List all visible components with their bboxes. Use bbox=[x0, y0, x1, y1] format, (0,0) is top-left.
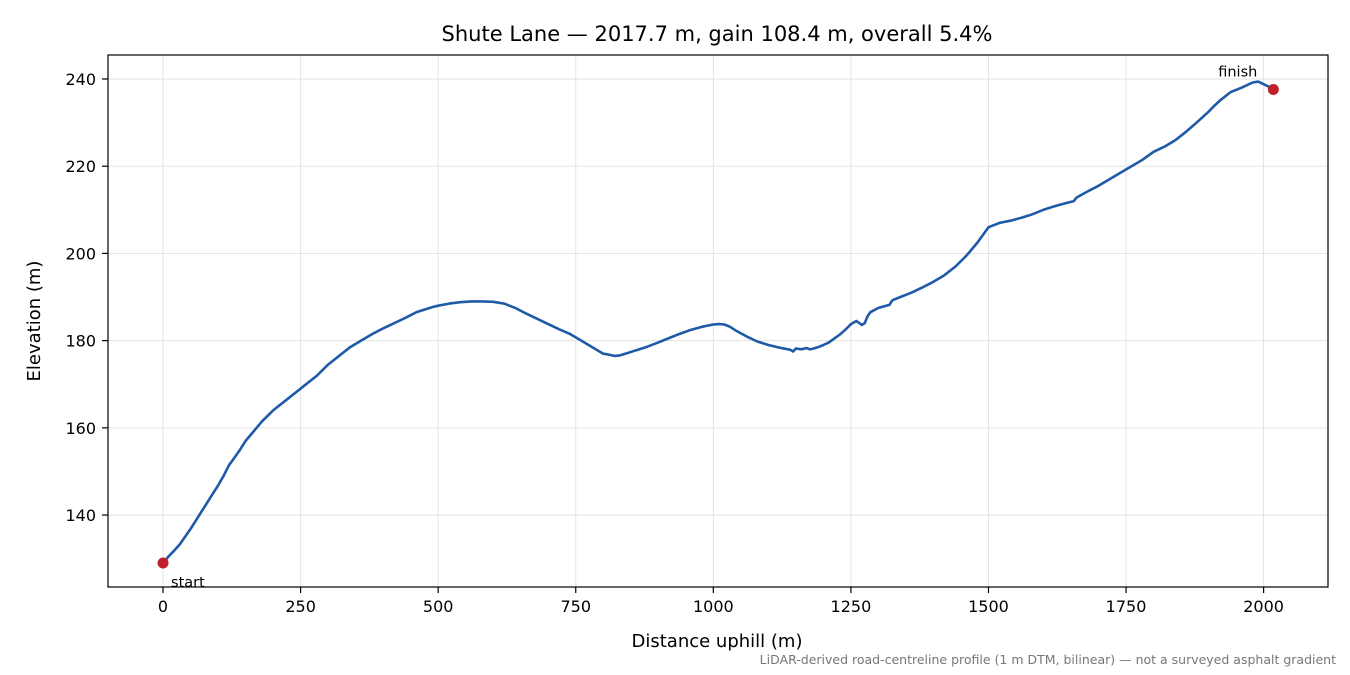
x-tick-label: 1250 bbox=[831, 597, 872, 616]
marker-layer: start finish bbox=[157, 64, 1279, 591]
y-tick-label: 240 bbox=[65, 70, 96, 89]
axis-ticks: 0 250 500 750 1000 1250 1500 1750 2000 140 160 180 2… bbox=[65, 70, 1284, 616]
y-tick-label: 200 bbox=[65, 244, 96, 263]
y-tick-label: 220 bbox=[65, 157, 96, 176]
y-tick-label: 160 bbox=[65, 419, 96, 438]
x-tick-label: 750 bbox=[560, 597, 591, 616]
y-axis-label: Elevation (m) bbox=[24, 261, 45, 382]
start-point-marker bbox=[157, 557, 169, 569]
x-tick-label: 500 bbox=[423, 597, 454, 616]
y-tick-label: 180 bbox=[65, 332, 96, 351]
series-layer bbox=[161, 80, 1275, 565]
plot-area-frame bbox=[107, 54, 1329, 588]
chart-title: Shute Lane — 2017.7 m, gain 108.4 m, ove… bbox=[442, 22, 993, 46]
start-annotation-label: start bbox=[171, 575, 205, 591]
elevation-series-line bbox=[161, 80, 1275, 565]
x-tick-label: 2000 bbox=[1243, 597, 1284, 616]
x-tick-label: 1500 bbox=[968, 597, 1009, 616]
finish-point-marker bbox=[1267, 83, 1279, 95]
y-tick-label: 140 bbox=[65, 506, 96, 525]
x-axis-label: Distance uphill (m) bbox=[632, 631, 803, 652]
x-tick-label: 0 bbox=[158, 597, 168, 616]
grid-lines bbox=[108, 55, 1328, 587]
x-tick-label: 1750 bbox=[1106, 597, 1147, 616]
x-tick-label: 1000 bbox=[693, 597, 734, 616]
data-source-footnote: LiDAR-derived road-centreline profile (1… bbox=[759, 652, 1336, 667]
finish-annotation-label: finish bbox=[1218, 64, 1257, 80]
x-tick-label: 250 bbox=[285, 597, 316, 616]
